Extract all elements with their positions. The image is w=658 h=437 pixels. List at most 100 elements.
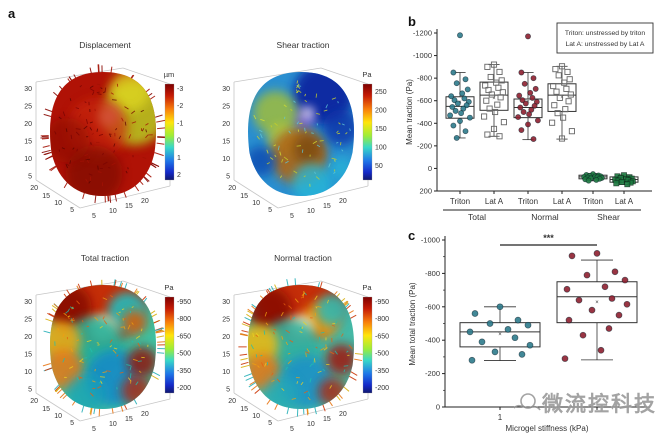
colorbar-tick: -350: [375, 368, 389, 375]
y-axis-tick: 20: [339, 411, 347, 418]
panel-c-label: c: [408, 228, 416, 243]
data-point: [488, 91, 495, 98]
y-tick-label: -400: [425, 336, 440, 345]
z-axis-tick: 10: [222, 369, 230, 376]
data-point: [450, 122, 457, 129]
data-point: [453, 135, 460, 141]
data-point: [526, 111, 533, 118]
z-axis-tick: 15: [222, 139, 230, 146]
data-point: [484, 63, 491, 70]
data-point: [497, 94, 504, 101]
x-axis-tick: 20: [30, 185, 38, 192]
data-point: [517, 104, 524, 111]
colorbar-tick: -800: [177, 316, 191, 323]
colorbar: [362, 296, 373, 394]
data-point: [550, 82, 557, 90]
y-tick-label: -600: [417, 96, 432, 105]
data-point: [481, 113, 488, 120]
axis-wireframe: [122, 280, 171, 298]
boxplot-mean-total-traction: -1000 -800 -600 -400 -200 0 Mean total tractio…: [408, 233, 650, 433]
box-series-triton: ×: [513, 33, 543, 143]
colorbar-unit-label: µm: [164, 70, 175, 79]
data-point: [552, 66, 559, 73]
legend-entry: Triton: unstressed by triton: [565, 30, 645, 37]
data-point: [466, 114, 473, 121]
subplot-title: Displacement: [79, 40, 131, 50]
data-point: [449, 103, 456, 110]
colorbar-tick: 1: [177, 155, 181, 162]
data-point: [482, 82, 489, 89]
data-point: [518, 351, 526, 358]
y-tick-label: -200: [425, 369, 440, 378]
data-point: [461, 95, 468, 102]
mean-marker: ×: [595, 300, 599, 306]
data-point: [487, 73, 494, 81]
z-axis-tick: 25: [24, 104, 32, 111]
z-axis-tick: 20: [24, 334, 32, 341]
y-tick-label: -400: [417, 119, 432, 128]
data-point: [514, 316, 522, 324]
data-point: [485, 86, 492, 94]
data-point: [483, 97, 490, 104]
subplot-normal-traction: Normal traction 30 25 20 15 10 5 20 15 10 5 5 10 15 20…: [222, 253, 389, 433]
y-axis-tick: 15: [323, 416, 331, 423]
quiver-speckles: [250, 291, 353, 401]
box: [556, 281, 638, 324]
group-label: Total: [468, 212, 486, 222]
data-point: [492, 108, 499, 116]
data-point: [466, 328, 474, 336]
x-axis-tick: 15: [240, 193, 248, 200]
quiver-rim: [238, 278, 363, 417]
data-point: [468, 356, 476, 364]
data-point: [525, 121, 531, 128]
colorbar-tick: 200: [375, 108, 387, 115]
legend-box: [556, 22, 654, 54]
x-axis-tick: 10: [54, 200, 62, 207]
y-axis-tick: 20: [339, 198, 347, 205]
colorbar-tick: 50: [375, 163, 383, 170]
z-axis-tick: 15: [24, 139, 32, 146]
box-series-triton: ×: [445, 32, 475, 141]
data-point: [462, 128, 469, 135]
data-point: [529, 94, 536, 101]
axis-wireframe: [277, 185, 369, 209]
axis-wireframe: [320, 280, 369, 298]
z-axis-tick: 10: [222, 156, 230, 163]
data-point: [560, 114, 567, 121]
data-point: [530, 75, 537, 82]
axis-wireframe: [233, 280, 322, 296]
z-axis-tick: 5: [226, 174, 230, 181]
data-point: [493, 79, 500, 86]
data-point: [585, 177, 592, 184]
z-axis-tick: 10: [24, 156, 32, 163]
data-point: [531, 102, 538, 109]
box-series-lat-a: ×: [547, 63, 577, 142]
z-axis-tick: 30: [24, 86, 32, 93]
box-series-lat-a: ×: [479, 61, 509, 140]
data-point: [520, 109, 527, 115]
colorbar-tick: -950: [375, 299, 389, 306]
data-point: [593, 250, 601, 257]
legend-entry: Lat A: unstressed by Lat A: [566, 41, 645, 48]
axis-wireframe: [35, 67, 124, 83]
category-label: Triton: [583, 197, 603, 206]
surface-color-patches: [248, 285, 354, 409]
data-point: [457, 118, 463, 124]
y-tick-label: -600: [425, 302, 440, 311]
axis-wireframe: [79, 185, 171, 209]
mean-marker: ×: [492, 96, 496, 102]
data-point: [530, 136, 537, 143]
data-point: [496, 133, 503, 140]
x-axis-tick: 10: [252, 413, 260, 420]
y-axis-tick: 15: [125, 416, 133, 423]
quiver-speckles: [54, 294, 149, 397]
data-point: [496, 303, 504, 311]
data-point: [464, 86, 471, 93]
data-point: [553, 88, 560, 95]
data-point: [447, 112, 454, 119]
data-point: [498, 77, 505, 84]
y-axis-tick: 5: [92, 213, 96, 220]
axis-wireframe: [35, 392, 81, 422]
colorbar-tick: 2: [177, 172, 181, 179]
data-point: [454, 100, 461, 107]
